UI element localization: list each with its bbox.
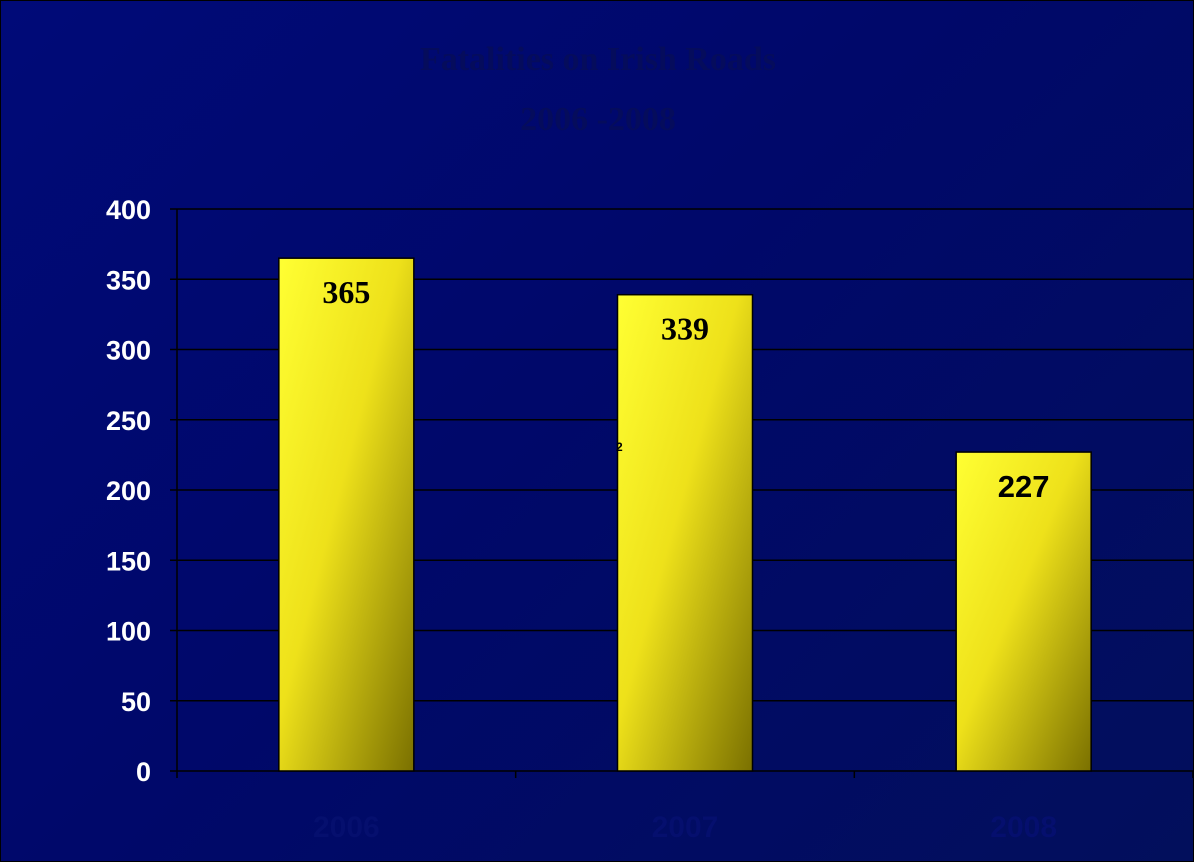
bar-2007	[616, 293, 754, 772]
y-tick-label: 200	[106, 476, 151, 506]
y-tick-label: 400	[106, 195, 151, 225]
y-tick-label: 0	[136, 757, 151, 787]
chart-title: Fatalities on Irish Roads	[419, 41, 777, 78]
y-tick-label: 150	[106, 546, 151, 576]
y-tick-label: 250	[106, 406, 151, 436]
y-tick-label: 350	[106, 265, 151, 295]
y-tick-label: 100	[106, 617, 151, 647]
y-tick-label: 300	[106, 336, 151, 366]
bar-2006	[278, 257, 415, 772]
x-tick-label-2008: 2008	[990, 811, 1057, 844]
data-label-2006: 365	[322, 274, 370, 310]
stray-annotation: 2	[616, 440, 623, 454]
bar-2008	[955, 451, 1092, 772]
x-tick-label-2006: 2006	[313, 811, 380, 844]
x-tick-label-2007: 2007	[652, 811, 719, 844]
chart-subtitle: 2006 -2008	[520, 101, 676, 138]
y-tick-label: 50	[121, 687, 151, 717]
data-label-2008: 227	[998, 469, 1050, 504]
data-label-2007: 339	[661, 311, 709, 347]
